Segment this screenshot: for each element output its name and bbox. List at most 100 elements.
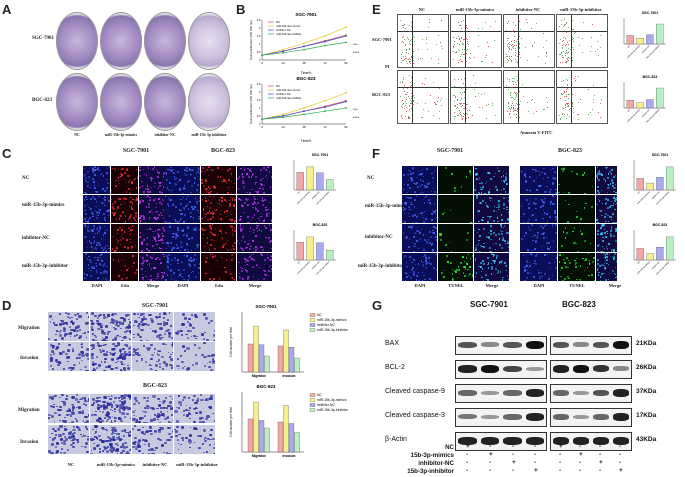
transwell-image (174, 312, 215, 341)
protein-band (573, 437, 589, 445)
-micrograph (402, 253, 437, 281)
bar (636, 248, 644, 261)
y-tick-label: 1.5 (257, 34, 261, 38)
green-micrograph (438, 253, 473, 281)
row-label: inhibitor-NC (365, 235, 393, 240)
merge-micrograph (596, 253, 617, 281)
transwell-image (174, 342, 215, 371)
bar (283, 329, 289, 373)
y-tick-label: 0 (259, 122, 261, 126)
bar (277, 345, 284, 373)
bar (326, 179, 334, 191)
green-micrograph (438, 166, 473, 194)
y-tick-label: 2.5 (257, 82, 261, 86)
merge-micrograph (474, 166, 509, 194)
red-micrograph (201, 166, 236, 194)
flow-scatter-plot (397, 70, 449, 124)
protein-band (525, 437, 544, 445)
stain-label: Edu (120, 283, 129, 288)
x-axis-label: Annexin V-FITC (520, 130, 553, 135)
merge-micrograph (237, 195, 272, 223)
kda-label: 26KDa (636, 364, 657, 371)
protein-band (553, 365, 569, 373)
legend-swatch (309, 313, 316, 317)
transwell-image (48, 425, 89, 454)
y-axis-label: PI (385, 64, 390, 69)
stain-label: DAPI (177, 283, 189, 288)
-micrograph (520, 253, 557, 281)
treatment-sign: - (534, 459, 537, 466)
section-header: SGC-7901 (141, 303, 169, 309)
blot-strip (550, 384, 632, 403)
bar (306, 236, 314, 261)
bar (258, 420, 265, 453)
treatment-sign: - (559, 459, 562, 466)
red-micrograph (111, 195, 138, 223)
red-micrograph (201, 224, 236, 252)
bar (283, 405, 289, 453)
bar (316, 242, 324, 261)
stain-label: Edu (214, 283, 223, 288)
legend-label: miR-15b-3p-mimics (276, 24, 301, 28)
legend-label: miR-15b-3p-inhibitor (276, 96, 301, 100)
transwell-image (132, 342, 173, 371)
y-tick-label: 1 (259, 106, 261, 110)
protein-band (573, 365, 589, 373)
-micrograph (402, 166, 437, 194)
blot-strip (550, 432, 632, 451)
protein-band (503, 390, 522, 396)
x-tick-label: 48 (302, 61, 306, 65)
merge-micrograph (596, 224, 617, 252)
legend-label: miR-15b-3p-inhibitor (317, 328, 349, 332)
-micrograph (520, 224, 557, 252)
bar (646, 253, 654, 261)
protein-band (613, 341, 629, 349)
legend-label: miR-15b-3p-inhibitor (276, 32, 301, 36)
red-micrograph (111, 166, 138, 194)
legend-swatch (309, 323, 316, 327)
x-tick-label: 24 (281, 125, 285, 129)
x-tick-label: NC (628, 45, 632, 49)
bar (258, 344, 265, 373)
col-header: BGC-823 (558, 148, 582, 154)
blot-header: SGC-7901 (470, 300, 508, 309)
protein-band (593, 437, 609, 445)
legend-swatch (309, 393, 316, 397)
row-label: miR-15b-3p-inhibitor (358, 264, 405, 269)
row-label: SGC-7901 (372, 37, 392, 42)
protein-label: Cleaved caspase-3 (385, 412, 445, 419)
x-tick-label: 24 (281, 61, 285, 65)
treatment-sign: + (599, 459, 603, 466)
legend-label: NC (276, 84, 280, 88)
treatment-label: 15b-3p-mimics (410, 452, 454, 459)
transwell-image (174, 394, 215, 423)
treatment-sign: - (599, 467, 602, 474)
y-tick-label: 1.5 (257, 98, 261, 102)
bar (636, 178, 644, 191)
x-tick-label: 48 (302, 125, 306, 129)
-micrograph (83, 253, 110, 281)
treatment-sign: + (559, 443, 563, 450)
merge-micrograph (139, 253, 166, 281)
blot-strip (455, 384, 547, 403)
protein-band (593, 341, 609, 348)
data-point (303, 42, 305, 45)
treatment-sign: - (599, 451, 602, 458)
protein-label: BAX (385, 340, 400, 347)
col-label: miR-15b-3p-mimics (96, 462, 136, 467)
data-point (303, 110, 305, 113)
blot-strip (550, 360, 632, 379)
treatment-sign: - (534, 443, 537, 450)
treatment-sign: - (489, 467, 492, 474)
bar (646, 182, 654, 191)
data-point (261, 54, 263, 57)
chart-title: BGC-823 (653, 223, 668, 227)
data-point (261, 118, 263, 121)
significance-label: *** (353, 42, 358, 47)
bar (288, 347, 295, 373)
panel-b-proliferation-curves: SGC-7901 BGC-823 Cell proliferation (OD … (249, 12, 360, 143)
protein-band (613, 389, 629, 397)
x-tick-label: 72 (323, 61, 327, 65)
